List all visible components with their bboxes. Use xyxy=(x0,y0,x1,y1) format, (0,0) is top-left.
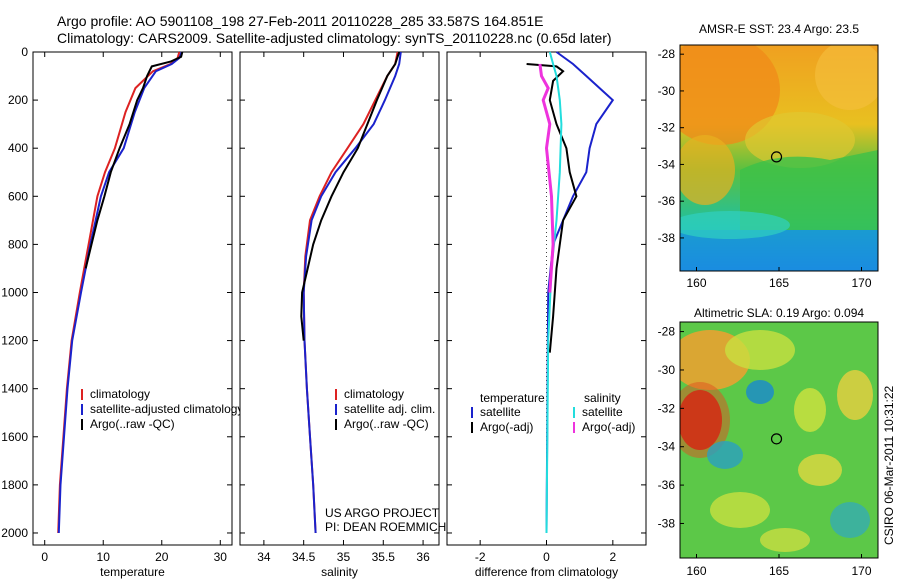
series-line-satellite-adjusted-climatology xyxy=(57,51,183,534)
sla-map xyxy=(680,322,878,558)
x-tick-label: 20 xyxy=(155,550,169,564)
y-tick-label: -34 xyxy=(658,157,676,171)
map-title: AMSR-E SST: 23.4 Argo: 23.5 xyxy=(699,22,859,36)
y-tick-label: -32 xyxy=(658,121,676,135)
y-tick-label: 1000 xyxy=(1,285,28,299)
y-tick-label: 1400 xyxy=(1,382,28,396)
x-tick-label: 34 xyxy=(257,550,271,564)
legend-label: satellite adj. clim. xyxy=(344,402,435,416)
series-line-temperature-argo-adj- xyxy=(526,63,578,353)
x-tick-label: -2 xyxy=(475,550,486,564)
legend-label: satellite-adjusted climatology xyxy=(90,402,243,416)
argo-location-marker xyxy=(770,433,783,445)
y-tick-label: -32 xyxy=(658,401,676,415)
map-title: Altimetric SLA: 0.19 Argo: 0.094 xyxy=(694,306,864,320)
argo-location-marker xyxy=(770,151,783,163)
y-tick-label: 800 xyxy=(8,237,28,251)
x-tick-label: 160 xyxy=(686,564,706,578)
axes-frame xyxy=(239,51,440,546)
map-panel-1: AMSR-E SST: 23.4 Argo: 23.5 160 165 170 -28 -… xyxy=(658,22,879,290)
profile-panel-1: 0 10 20 30 0 200 400 600 800 1000 1200 1400 1600 1800… xyxy=(1,45,243,579)
y-tick-label: 600 xyxy=(8,189,28,203)
x-tick-label: 160 xyxy=(686,276,706,290)
y-tick-label: -28 xyxy=(658,325,676,339)
series-line-argo-raw-qc- xyxy=(300,51,401,341)
legend-label: Argo(-adj) xyxy=(480,420,533,434)
y-tick-label: -38 xyxy=(658,516,676,530)
x-tick-label: 10 xyxy=(97,550,111,564)
y-tick-label: -38 xyxy=(658,231,676,245)
y-tick-label: -28 xyxy=(658,47,676,61)
y-tick-label: -30 xyxy=(658,363,676,377)
series-line-salinity-argo-adj- xyxy=(538,63,555,293)
y-tick-label: -34 xyxy=(658,440,676,454)
y-tick-label: 400 xyxy=(8,141,28,155)
x-tick-label: 30 xyxy=(214,550,228,564)
header-line-2: Climatology: CARS2009. Satellite-adjuste… xyxy=(57,30,612,46)
x-tick-label: 0 xyxy=(41,550,48,564)
legend-label: Argo(..raw -QC) xyxy=(344,417,429,431)
legend-label: Argo(-adj) xyxy=(582,420,635,434)
y-tick-label: -30 xyxy=(658,84,676,98)
x-axis-label: salinity xyxy=(321,565,358,579)
x-tick-label: 165 xyxy=(769,276,789,290)
sst-map xyxy=(680,45,878,271)
x-tick-label: 165 xyxy=(769,564,789,578)
y-tick-label: 200 xyxy=(8,93,28,107)
profile-panel-2: 34 34.5 35 35.5 36 salinity climatologysatelli… xyxy=(239,51,446,579)
legend-group-title: temperature xyxy=(480,391,545,405)
y-tick-label: 1200 xyxy=(1,334,28,348)
legend-group-title: salinity xyxy=(584,391,621,405)
legend-label: satellite xyxy=(480,405,521,419)
x-tick-label: 34.5 xyxy=(292,550,316,564)
legend-label: climatology xyxy=(344,387,404,401)
x-tick-label: 35.5 xyxy=(372,550,396,564)
series-line-argo-raw-qc- xyxy=(84,51,184,269)
x-tick-label: 170 xyxy=(851,276,871,290)
y-tick-label: 1600 xyxy=(1,430,28,444)
y-tick-label: -36 xyxy=(658,194,676,208)
annotation-line: US ARGO PROJECT xyxy=(325,506,440,520)
x-tick-label: 0 xyxy=(543,550,550,564)
annotation-line: PI: DEAN ROEMMICH xyxy=(325,520,446,534)
x-tick-label: 36 xyxy=(416,550,430,564)
x-axis-label: temperature xyxy=(100,565,165,579)
y-tick-label: 1800 xyxy=(1,478,28,492)
series-line-satellite-adj-clim- xyxy=(302,51,402,534)
map-panel-2: Altimetric SLA: 0.19 Argo: 0.094 160 165 17… xyxy=(658,306,879,578)
legend-label: Argo(..raw -QC) xyxy=(90,417,175,431)
series-line-salinity-satellite xyxy=(545,51,563,534)
y-tick-label: 0 xyxy=(21,45,28,59)
legend-label: satellite xyxy=(582,405,623,419)
x-tick-label: 170 xyxy=(851,564,871,578)
axes-frame xyxy=(32,51,233,546)
x-tick-label: 35 xyxy=(337,550,351,564)
header-line-1: Argo profile: AO 5901108_198 27-Feb-2011… xyxy=(57,13,544,29)
y-tick-label: -36 xyxy=(658,478,676,492)
x-axis-label: difference from climatology xyxy=(475,565,618,579)
x-tick-label: 2 xyxy=(609,550,616,564)
side-credit: CSIRO 06-Mar-2011 10:31:22 xyxy=(882,385,896,545)
legend-label: climatology xyxy=(90,387,150,401)
y-tick-label: 2000 xyxy=(1,526,28,540)
